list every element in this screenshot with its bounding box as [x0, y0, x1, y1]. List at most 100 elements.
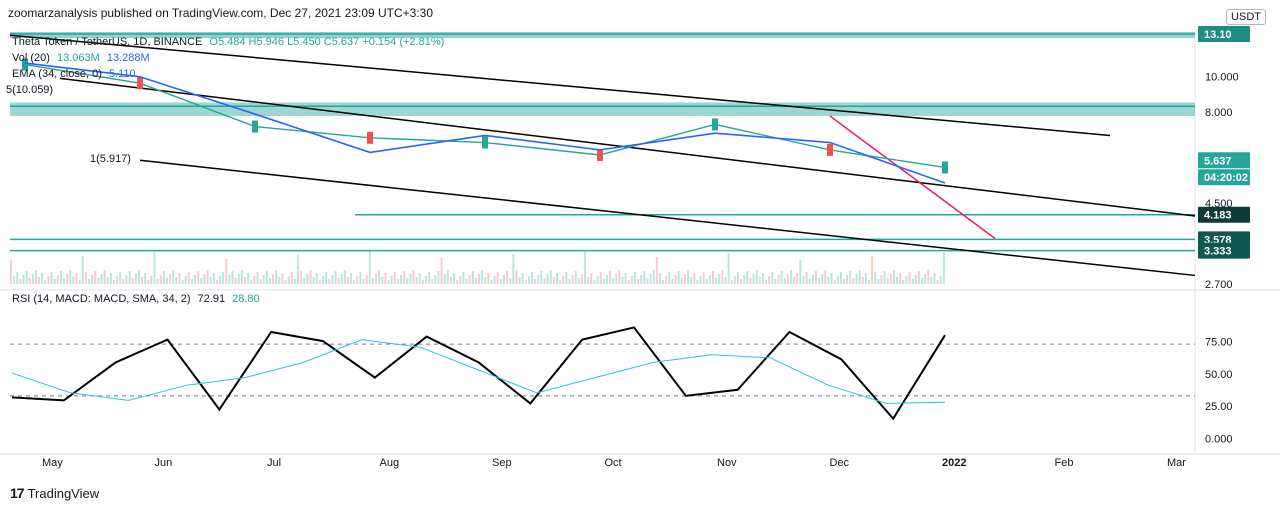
volume-bar: [609, 271, 612, 284]
price-label-bg: [1198, 152, 1250, 169]
volume-bar: [765, 280, 768, 284]
time-axis-label: Sep: [492, 457, 512, 469]
volume-bar: [605, 275, 608, 284]
volume-bar: [215, 280, 218, 284]
volume-bar: [137, 270, 140, 284]
volume-bar: [59, 271, 62, 284]
volume-bar: [793, 277, 796, 284]
volume-bar: [403, 271, 406, 284]
volume-bar: [712, 271, 714, 284]
price-chart-svg[interactable]: 10.0008.0006.0004.5002.70013.105.63704:2…: [0, 26, 1280, 476]
volume-bar: [303, 278, 306, 284]
volume-bar: [409, 274, 412, 284]
volume-bar: [362, 279, 365, 284]
volume-bar: [465, 279, 468, 284]
rsi-tick-label: 75.00: [1205, 337, 1233, 349]
price-point: [367, 131, 373, 144]
price-tick-label: 8.000: [1205, 107, 1233, 119]
volume-bar: [81, 256, 84, 284]
volume-bar: [521, 273, 524, 284]
volume-bar: [47, 276, 50, 284]
volume-bar: [761, 273, 764, 284]
volume-bar: [696, 280, 699, 284]
volume-bar: [306, 274, 309, 284]
volume-bar: [31, 274, 34, 284]
volume-bar: [752, 274, 755, 284]
volume-bar: [134, 274, 137, 284]
volume-bar: [936, 280, 939, 284]
volume-bar: [584, 250, 587, 284]
volume-bar: [346, 277, 349, 284]
volume-bar: [356, 276, 359, 284]
volume-bar: [272, 274, 275, 284]
volume-bar: [755, 270, 758, 284]
legend-fib-row: 5(10.059): [6, 84, 57, 96]
volume-bar: [331, 275, 334, 284]
volume-bar: [556, 273, 558, 284]
chart-area[interactable]: 10.0008.0006.0004.5002.70013.105.63704:2…: [0, 26, 1280, 476]
volume-bar: [78, 280, 81, 284]
volume-bar: [512, 254, 515, 284]
volume-bar: [612, 278, 615, 284]
volume-bar: [740, 279, 743, 284]
currency-badge[interactable]: USDT: [1226, 9, 1266, 25]
volume-bar: [265, 271, 268, 284]
legend-ema-row: EMA (34, close, 0) 5.110: [12, 68, 140, 80]
volume-bar: [665, 276, 668, 284]
volume-bar: [247, 273, 250, 284]
volume-bar: [727, 253, 730, 284]
volume-bar: [41, 273, 44, 284]
volume-bar: [771, 272, 774, 284]
volume-bar: [228, 275, 231, 284]
volume-bar: [568, 279, 571, 284]
volume-bar: [478, 274, 480, 284]
volume-bar: [415, 277, 418, 284]
volume-bar: [824, 270, 827, 284]
volume-bar: [627, 280, 630, 284]
volume-bar: [649, 274, 652, 284]
volume-bar: [574, 271, 577, 284]
volume-bar: [368, 251, 371, 284]
volume-bar: [839, 272, 842, 284]
volume-bar: [902, 280, 905, 284]
price-point: [827, 143, 833, 156]
volume-bar: [540, 271, 543, 284]
volume-bar: [72, 277, 75, 284]
volume-bar: [172, 270, 175, 284]
price-label: 13.10: [1204, 29, 1232, 41]
legend-symbol-row: Theta Token / TetherUS, 1D, BINANCE O5.4…: [12, 36, 448, 48]
footer-brand[interactable]: TradingView: [27, 485, 100, 501]
price-label-bg: [1198, 169, 1250, 186]
volume-bar: [587, 277, 590, 284]
volume-bar: [203, 274, 206, 284]
volume-bar: [534, 279, 537, 284]
volume-bar: [549, 270, 552, 284]
volume-bar: [94, 271, 97, 284]
volume-bar: [437, 271, 440, 284]
volume-bar: [278, 277, 281, 284]
volume-bar: [240, 270, 243, 284]
volume-bar: [212, 273, 215, 284]
volume-bar: [518, 277, 521, 284]
volume-bar: [506, 271, 509, 284]
volume-bar: [590, 273, 593, 284]
volume-bar: [359, 272, 362, 284]
volume-bar: [281, 273, 284, 284]
volume-bar: [524, 280, 527, 284]
legend-fib-row-2: 1(5.917): [90, 153, 135, 165]
volume-bar: [830, 273, 833, 284]
volume-bar: [655, 257, 658, 284]
volume-bar: [197, 271, 200, 284]
volume-bar: [565, 272, 568, 284]
volume-bar: [166, 278, 168, 284]
volume-bar: [546, 274, 549, 284]
publisher-header: zoomarzanalysis published on TradingView…: [8, 6, 434, 20]
volume-bar: [449, 277, 452, 284]
volume-bar: [424, 276, 427, 284]
volume-bar: [459, 276, 462, 284]
legend-fib-label: 5(10.059): [6, 84, 54, 96]
volume-bar: [674, 275, 677, 284]
volume-bar: [889, 274, 892, 284]
volume-bar: [683, 274, 686, 284]
volume-bar: [418, 273, 421, 284]
